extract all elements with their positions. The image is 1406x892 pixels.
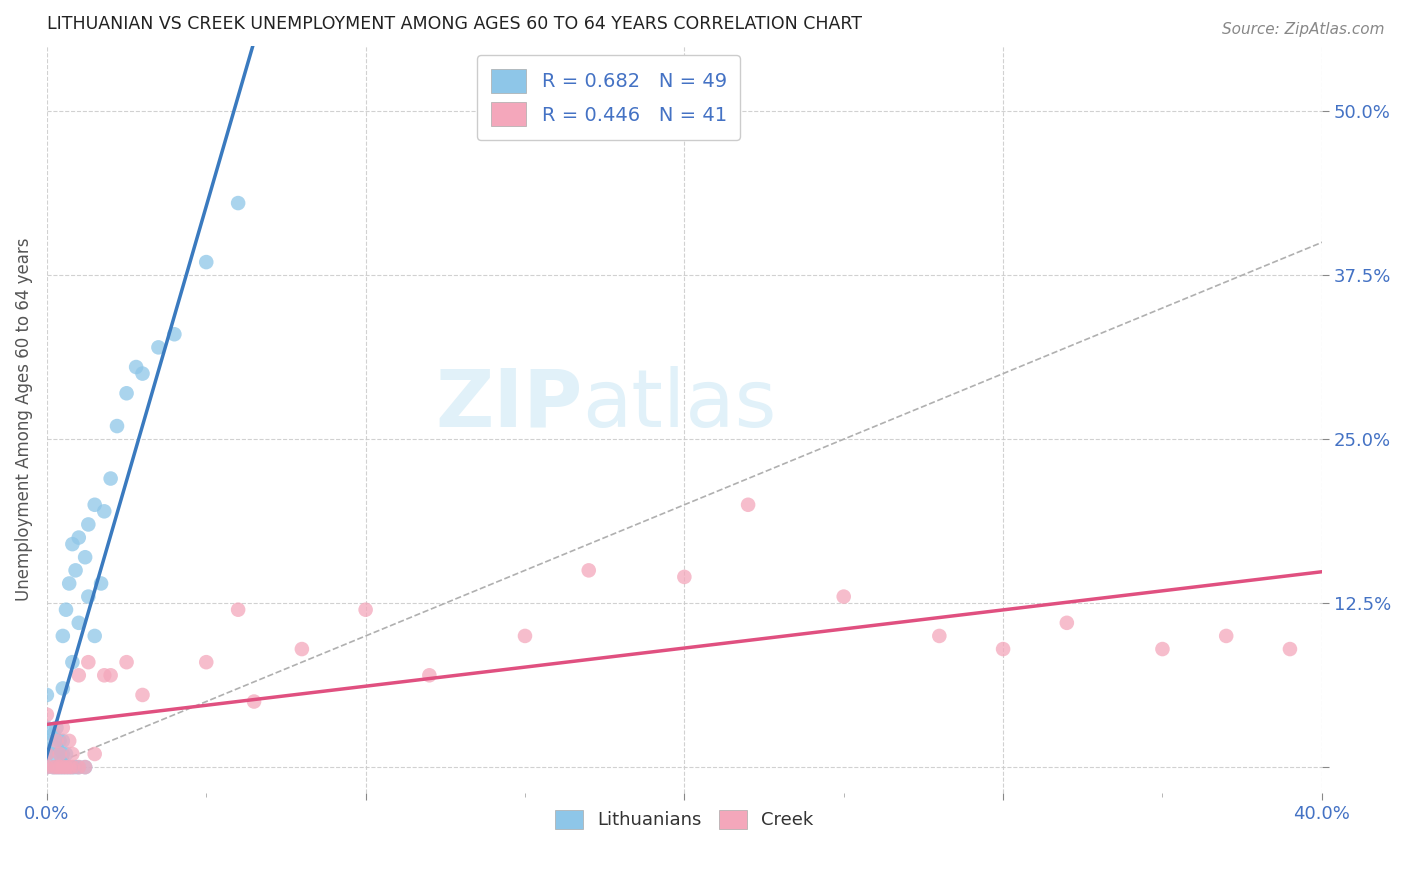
Point bbox=[163, 327, 186, 342]
Point bbox=[75, 760, 97, 774]
Point bbox=[35, 747, 58, 761]
Point bbox=[45, 734, 67, 748]
Point bbox=[60, 760, 83, 774]
Point bbox=[67, 615, 90, 630]
Point bbox=[55, 760, 77, 774]
Point bbox=[418, 668, 440, 682]
Point bbox=[55, 747, 77, 761]
Point bbox=[35, 688, 58, 702]
Point bbox=[1278, 642, 1301, 657]
Point bbox=[42, 760, 65, 774]
Point bbox=[93, 504, 115, 518]
Point bbox=[737, 498, 759, 512]
Point bbox=[1056, 615, 1078, 630]
Point bbox=[105, 419, 128, 434]
Point bbox=[75, 550, 97, 565]
Point bbox=[226, 603, 249, 617]
Point bbox=[83, 747, 105, 761]
Point bbox=[52, 734, 75, 748]
Point bbox=[60, 655, 83, 669]
Point bbox=[35, 747, 58, 761]
Point bbox=[35, 760, 58, 774]
Point bbox=[77, 655, 100, 669]
Point bbox=[42, 747, 65, 761]
Point bbox=[115, 655, 138, 669]
Point bbox=[75, 760, 97, 774]
Point bbox=[48, 734, 70, 748]
Point bbox=[243, 694, 266, 708]
Point bbox=[58, 734, 80, 748]
Point bbox=[832, 590, 855, 604]
Point bbox=[48, 760, 70, 774]
Point bbox=[131, 688, 153, 702]
Point bbox=[60, 747, 83, 761]
Y-axis label: Unemployment Among Ages 60 to 64 years: Unemployment Among Ages 60 to 64 years bbox=[15, 238, 32, 601]
Point bbox=[45, 760, 67, 774]
Point bbox=[42, 727, 65, 741]
Point bbox=[67, 760, 90, 774]
Point bbox=[55, 760, 77, 774]
Point bbox=[52, 629, 75, 643]
Point bbox=[48, 747, 70, 761]
Point bbox=[77, 590, 100, 604]
Point bbox=[45, 740, 67, 755]
Text: Source: ZipAtlas.com: Source: ZipAtlas.com bbox=[1222, 22, 1385, 37]
Point bbox=[100, 668, 122, 682]
Point bbox=[55, 603, 77, 617]
Point bbox=[35, 707, 58, 722]
Point bbox=[1152, 642, 1174, 657]
Point bbox=[195, 255, 218, 269]
Point bbox=[291, 642, 314, 657]
Point bbox=[67, 531, 90, 545]
Point bbox=[58, 760, 80, 774]
Point bbox=[83, 498, 105, 512]
Point bbox=[991, 642, 1014, 657]
Point bbox=[67, 760, 90, 774]
Point bbox=[928, 629, 950, 643]
Point bbox=[1215, 629, 1237, 643]
Point bbox=[195, 655, 218, 669]
Point bbox=[65, 760, 87, 774]
Point bbox=[52, 681, 75, 696]
Point bbox=[52, 760, 75, 774]
Point bbox=[60, 760, 83, 774]
Point bbox=[115, 386, 138, 401]
Point bbox=[60, 537, 83, 551]
Point bbox=[52, 721, 75, 735]
Point bbox=[673, 570, 696, 584]
Point bbox=[48, 760, 70, 774]
Point bbox=[58, 576, 80, 591]
Point bbox=[58, 760, 80, 774]
Point bbox=[35, 721, 58, 735]
Text: LITHUANIAN VS CREEK UNEMPLOYMENT AMONG AGES 60 TO 64 YEARS CORRELATION CHART: LITHUANIAN VS CREEK UNEMPLOYMENT AMONG A… bbox=[46, 15, 862, 33]
Point bbox=[578, 563, 600, 577]
Point bbox=[226, 196, 249, 211]
Point bbox=[45, 760, 67, 774]
Point bbox=[48, 747, 70, 761]
Point bbox=[35, 760, 58, 774]
Point bbox=[354, 603, 377, 617]
Text: ZIP: ZIP bbox=[434, 366, 582, 443]
Point bbox=[148, 340, 170, 354]
Point bbox=[83, 629, 105, 643]
Point bbox=[67, 668, 90, 682]
Point bbox=[100, 471, 122, 485]
Point bbox=[90, 576, 112, 591]
Point bbox=[77, 517, 100, 532]
Point bbox=[513, 629, 536, 643]
Point bbox=[45, 721, 67, 735]
Point bbox=[131, 367, 153, 381]
Point bbox=[35, 734, 58, 748]
Point bbox=[93, 668, 115, 682]
Text: atlas: atlas bbox=[582, 366, 776, 443]
Point bbox=[52, 747, 75, 761]
Point bbox=[65, 563, 87, 577]
Point bbox=[125, 359, 148, 374]
Point bbox=[52, 760, 75, 774]
Legend: Lithuanians, Creek: Lithuanians, Creek bbox=[548, 803, 821, 837]
Point bbox=[42, 760, 65, 774]
